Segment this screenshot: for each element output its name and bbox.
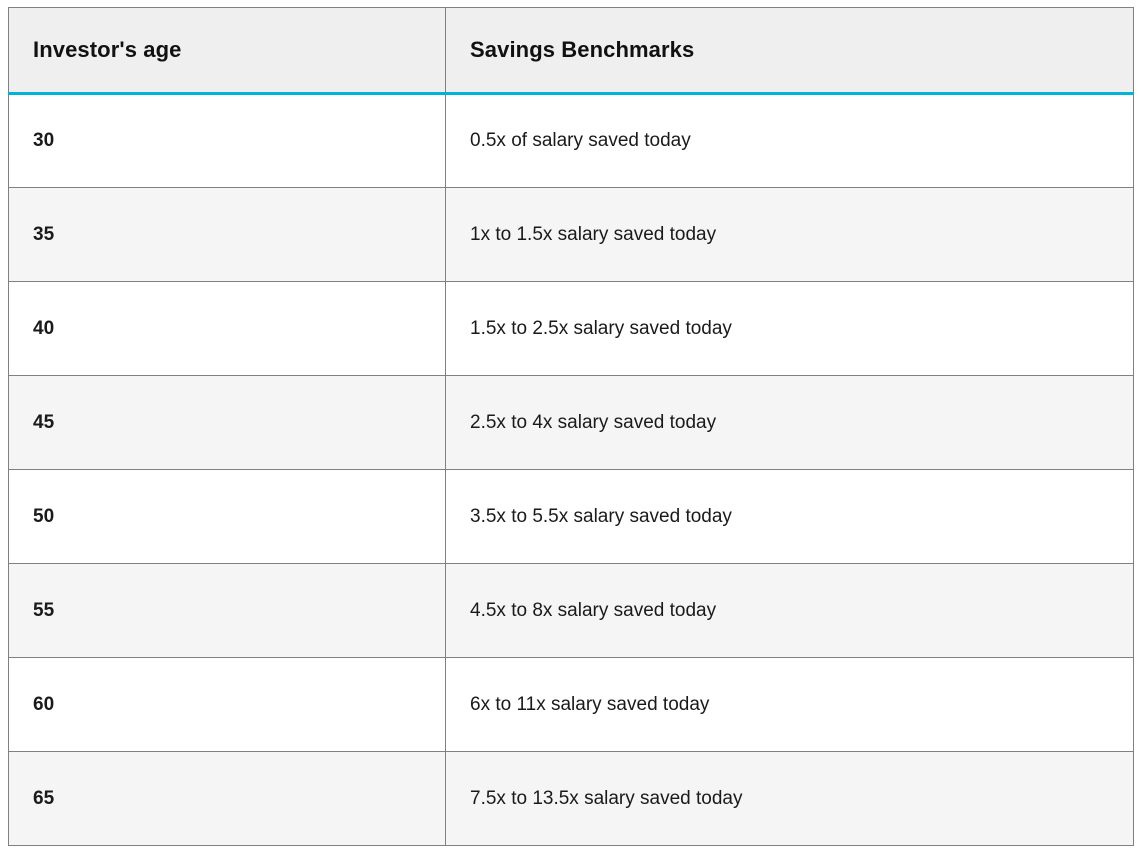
- cell-savings-benchmark: 2.5x to 4x salary saved today: [445, 375, 1134, 470]
- cell-investors-age: 50: [8, 469, 446, 564]
- table-row: 60 6x to 11x salary saved today: [8, 657, 1134, 752]
- cell-savings-benchmark: 7.5x to 13.5x salary saved today: [445, 751, 1134, 846]
- cell-investors-age: 30: [8, 93, 446, 188]
- table-header: Investor's age Savings Benchmarks: [8, 7, 1134, 95]
- table-row: 55 4.5x to 8x salary saved today: [8, 563, 1134, 658]
- table-body: 30 0.5x of salary saved today 35 1x to 1…: [8, 93, 1134, 846]
- table-row: 30 0.5x of salary saved today: [8, 93, 1134, 188]
- cell-savings-benchmark: 1x to 1.5x salary saved today: [445, 187, 1134, 282]
- table-header-row: Investor's age Savings Benchmarks: [8, 7, 1134, 95]
- column-header-savings-benchmarks: Savings Benchmarks: [445, 7, 1134, 95]
- cell-investors-age: 65: [8, 751, 446, 846]
- cell-investors-age: 55: [8, 563, 446, 658]
- cell-investors-age: 60: [8, 657, 446, 752]
- table-row: 45 2.5x to 4x salary saved today: [8, 375, 1134, 470]
- table-row: 65 7.5x to 13.5x salary saved today: [8, 751, 1134, 846]
- cell-savings-benchmark: 4.5x to 8x salary saved today: [445, 563, 1134, 658]
- cell-investors-age: 40: [8, 281, 446, 376]
- table-row: 35 1x to 1.5x salary saved today: [8, 187, 1134, 282]
- cell-savings-benchmark: 0.5x of salary saved today: [445, 93, 1134, 188]
- column-header-investors-age: Investor's age: [8, 7, 446, 95]
- savings-benchmarks-container: Investor's age Savings Benchmarks 30 0.5…: [8, 7, 1134, 846]
- cell-investors-age: 35: [8, 187, 446, 282]
- cell-savings-benchmark: 3.5x to 5.5x salary saved today: [445, 469, 1134, 564]
- table-row: 40 1.5x to 2.5x salary saved today: [8, 281, 1134, 376]
- cell-savings-benchmark: 6x to 11x salary saved today: [445, 657, 1134, 752]
- cell-savings-benchmark: 1.5x to 2.5x salary saved today: [445, 281, 1134, 376]
- table-row: 50 3.5x to 5.5x salary saved today: [8, 469, 1134, 564]
- cell-investors-age: 45: [8, 375, 446, 470]
- savings-benchmarks-table: Investor's age Savings Benchmarks 30 0.5…: [8, 7, 1134, 846]
